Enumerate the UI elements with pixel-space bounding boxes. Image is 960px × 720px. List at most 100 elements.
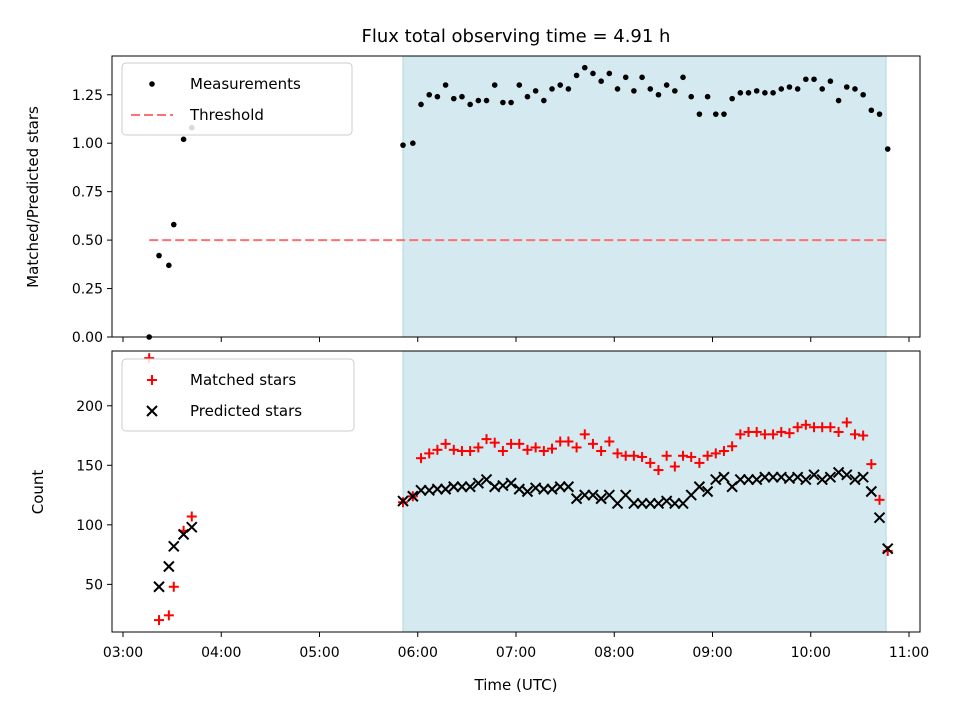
bottom-legend: Matched stars Predicted stars [121,358,355,432]
matched-star-point [440,438,451,449]
predicted-star-point [669,497,681,510]
x-tick-label: 08:00 [594,645,634,661]
measurement-point [418,101,424,108]
predicted-star-point [808,469,820,481]
predicted-star-point-stroke [628,497,640,510]
predicted-star-point-stroke [783,472,796,485]
predicted-star-point-stroke [718,471,730,483]
predicted-star-point [554,481,566,493]
predicted-star-point-stroke [759,471,771,483]
matched-star-point [522,444,533,455]
matched-star-point [661,450,672,461]
predicted-star-point-stroke [538,483,550,495]
predicted-star-point [865,485,878,498]
top-y-axis: 0.00 0.25 0.50 0.75 1.00 1.25 [72,88,112,346]
matched-star-point [727,441,738,452]
matched-star-point [481,434,492,445]
x-tick-label: 11:00 [889,645,929,661]
measurement-point [827,78,834,84]
measurement-point [852,86,858,92]
predicted-star-point [849,473,861,486]
measurement-point [762,90,768,96]
predicted-star-point-stroke [742,473,755,486]
matched-star-point [849,429,860,440]
predicted-star-point [742,473,755,486]
predicted-star-point [841,469,853,481]
measurement-point [712,111,719,117]
predicted-star-point-stroke [554,481,566,493]
predicted-star-point-stroke [791,471,804,483]
measurement-point [541,97,547,104]
matched-star-point [448,444,459,455]
measurement-point [655,91,662,98]
predicted-star-point [431,483,444,495]
matched-star-point [751,426,762,437]
predicted-star-point-stroke [168,540,180,552]
top-y-axis-label: Matched/Predicted stars [24,106,42,288]
bottom-panel: 50 100 150 200 03:00 04:00 05:00 06:00 07:00 08:… [29,350,929,694]
x-tick-label: 04:00 [201,645,241,661]
matched-star-point [825,422,836,433]
x-tick-label: 05:00 [299,645,339,661]
predicted-star-point-stroke [570,492,583,505]
matched-star-point [424,448,435,459]
bottom-count-points [144,353,894,626]
predicted-star-point-stroke [464,481,476,493]
predicted-star-point [759,471,771,483]
predicted-star-point [415,484,427,497]
top-legend-marker [149,81,155,87]
bottom-legend-box [121,358,355,432]
matched-star-point [694,457,705,468]
matched-star-point [702,450,713,461]
predicted-star-point [751,473,763,486]
predicted-star-point [824,471,837,483]
measurement-point [843,84,850,90]
measurement-point [442,82,449,88]
predicted-star-point [595,492,607,505]
predicted-star-point-stroke [620,489,632,501]
bottom-y-axis-label: Count [29,470,47,515]
matched-star-point [784,428,795,439]
predicted-star-point-stroke [497,479,509,492]
matched-star-point [186,511,197,522]
matched-star-point [653,465,664,476]
predicted-star-point [464,481,476,493]
predicted-star-point [816,473,828,486]
matched-star-point [866,459,877,470]
predicted-star-point-stroke [489,481,501,493]
matched-star-point [841,417,852,428]
measurement-point [400,142,406,148]
bottom-legend-label: Matched stars [190,371,296,389]
bottom-y-tick-label: 150 [76,458,103,474]
matched-star-point [645,457,656,468]
measurement-point [745,90,752,96]
predicted-star-point [767,471,779,483]
bottom-y-tick-label: 100 [76,518,103,534]
measurement-point [680,74,686,81]
measurement-point [688,93,695,100]
predicted-star-point-stroke [456,481,468,493]
predicted-star-point [718,471,730,483]
bottom-legend-label: Predicted stars [190,402,302,420]
top-panel: 0.00 0.25 0.50 0.75 1.00 1.25 Matched/Predict… [24,55,921,346]
predicted-star-point-stroke [857,471,869,483]
measurement-point [811,76,817,83]
top-y-tick-label: 0.75 [72,185,103,201]
predicted-star-point-stroke [153,581,165,593]
measurement-point [166,262,172,269]
predicted-star-point [439,483,452,495]
matched-star-point [800,419,811,430]
predicted-star-point [832,466,845,479]
predicted-star-point [652,497,665,510]
predicted-star-point [546,483,558,495]
predicted-star-point-stroke [701,485,714,498]
predicted-star-point [873,511,886,524]
predicted-star-point-stroke [521,485,534,498]
measurement-point [753,88,760,94]
matched-star-point [628,450,639,461]
measurement-point [704,93,711,100]
predicted-star-point [456,481,468,493]
top-y-tick-label: 0.50 [72,233,103,249]
measurement-point [483,97,490,104]
